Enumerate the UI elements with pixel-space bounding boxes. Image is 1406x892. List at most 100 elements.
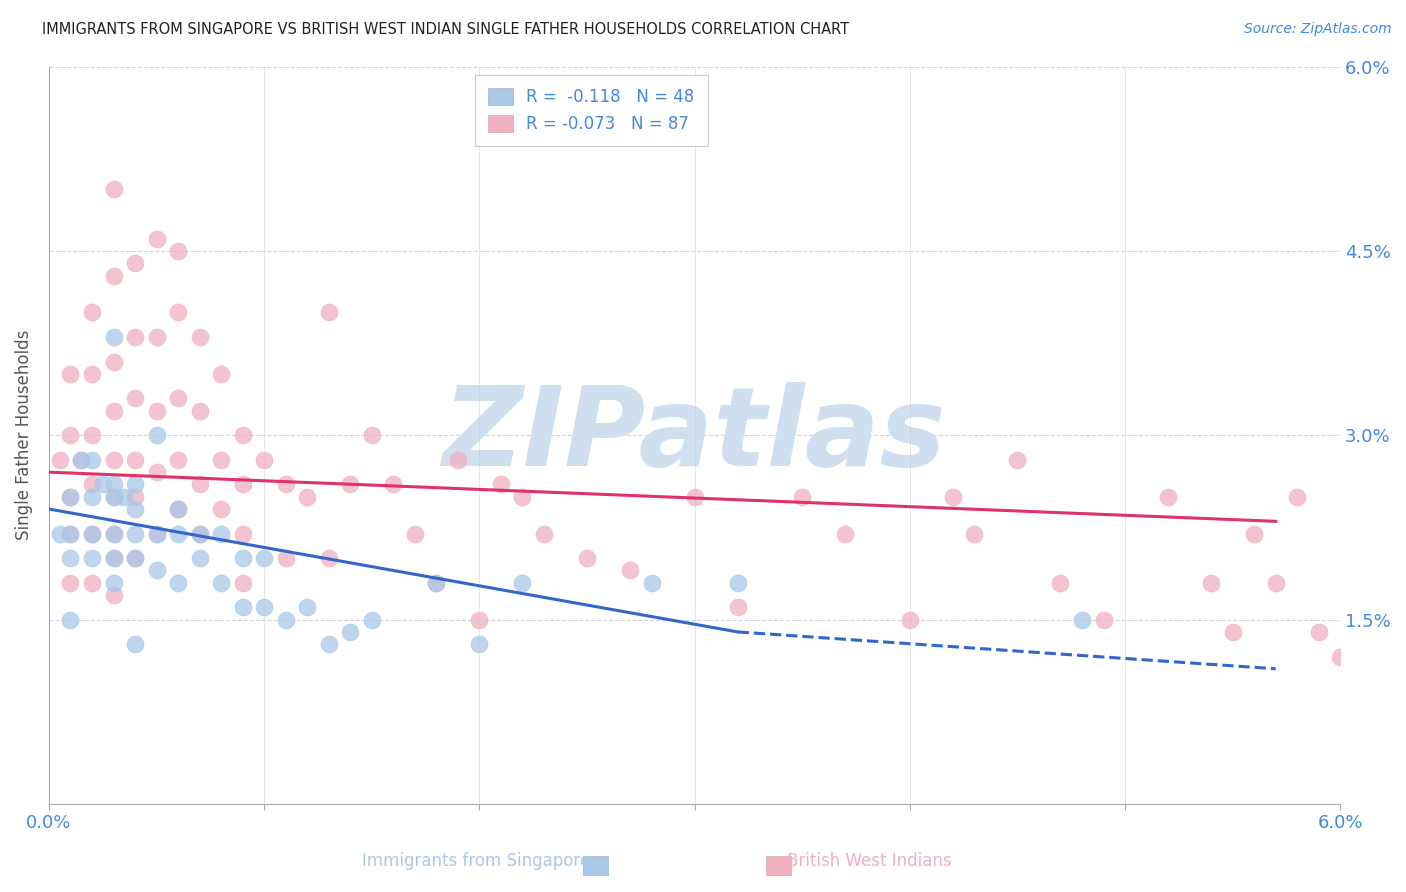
Point [124, 526, 146, 541]
Point [145, 526, 167, 541]
Point [124, 477, 146, 491]
Point [80, 551, 103, 566]
Point [59, 613, 82, 627]
Point [103, 453, 125, 467]
Legend: R =  -0.118   N = 48, R = -0.073   N = 87: R = -0.118 N = 48, R = -0.073 N = 87 [475, 75, 709, 146]
Point [512, 575, 534, 590]
Point [48, 453, 70, 467]
Point [167, 502, 190, 516]
Point [1308, 624, 1330, 639]
Point [209, 502, 232, 516]
Point [232, 600, 254, 615]
Point [253, 453, 276, 467]
Point [167, 575, 190, 590]
Point [59, 490, 82, 504]
Point [59, 526, 82, 541]
Point [80, 477, 103, 491]
Y-axis label: Single Father Households: Single Father Households [15, 330, 32, 541]
Point [232, 526, 254, 541]
Point [124, 637, 146, 651]
Point [48, 526, 70, 541]
Point [512, 490, 534, 504]
Point [425, 575, 447, 590]
Point [576, 551, 599, 566]
Point [59, 526, 82, 541]
Point [489, 477, 512, 491]
Point [124, 490, 146, 504]
Point [360, 428, 382, 442]
Point [188, 526, 211, 541]
Point [70, 453, 93, 467]
Point [232, 575, 254, 590]
Point [103, 477, 125, 491]
Point [103, 551, 125, 566]
Point [167, 244, 190, 258]
Point [188, 526, 211, 541]
Point [124, 453, 146, 467]
Point [80, 526, 103, 541]
Point [339, 477, 361, 491]
Point [1007, 453, 1029, 467]
Point [683, 490, 706, 504]
Point [70, 453, 93, 467]
Point [898, 613, 921, 627]
Point [103, 182, 125, 196]
Point [1092, 613, 1115, 627]
Point [103, 330, 125, 344]
Point [103, 354, 125, 368]
Point [59, 490, 82, 504]
Point [318, 551, 340, 566]
Point [188, 403, 211, 417]
Point [382, 477, 405, 491]
Point [1286, 490, 1309, 504]
Point [468, 613, 491, 627]
Text: British West Indians: British West Indians [787, 852, 952, 870]
Text: Source: ZipAtlas.com: Source: ZipAtlas.com [1244, 22, 1392, 37]
Point [209, 453, 232, 467]
Point [253, 551, 276, 566]
Point [1049, 575, 1071, 590]
Point [80, 367, 103, 381]
Point [619, 564, 641, 578]
Point [167, 502, 190, 516]
Point [1351, 502, 1374, 516]
Point [425, 575, 447, 590]
Point [404, 526, 426, 541]
Point [103, 575, 125, 590]
Point [145, 526, 167, 541]
Point [112, 490, 135, 504]
Point [80, 575, 103, 590]
Point [145, 564, 167, 578]
Point [167, 392, 190, 406]
Point [59, 575, 82, 590]
Point [167, 305, 190, 319]
Point [209, 526, 232, 541]
Point [274, 477, 297, 491]
Point [468, 637, 491, 651]
Point [1157, 490, 1180, 504]
Point [59, 551, 82, 566]
Point [103, 403, 125, 417]
Point [124, 502, 146, 516]
Point [124, 551, 146, 566]
Point [727, 575, 749, 590]
Point [124, 256, 146, 270]
Point [167, 526, 190, 541]
Point [274, 613, 297, 627]
Point [727, 600, 749, 615]
Point [103, 268, 125, 283]
Point [640, 575, 662, 590]
Text: ZIPatlas: ZIPatlas [443, 382, 946, 489]
Point [274, 551, 297, 566]
Point [103, 551, 125, 566]
Text: IMMIGRANTS FROM SINGAPORE VS BRITISH WEST INDIAN SINGLE FATHER HOUSEHOLDS CORREL: IMMIGRANTS FROM SINGAPORE VS BRITISH WES… [42, 22, 849, 37]
Point [103, 490, 125, 504]
Point [318, 305, 340, 319]
Point [963, 526, 986, 541]
Point [1329, 649, 1351, 664]
Point [124, 392, 146, 406]
Point [80, 428, 103, 442]
Point [145, 428, 167, 442]
Point [59, 367, 82, 381]
Point [318, 637, 340, 651]
